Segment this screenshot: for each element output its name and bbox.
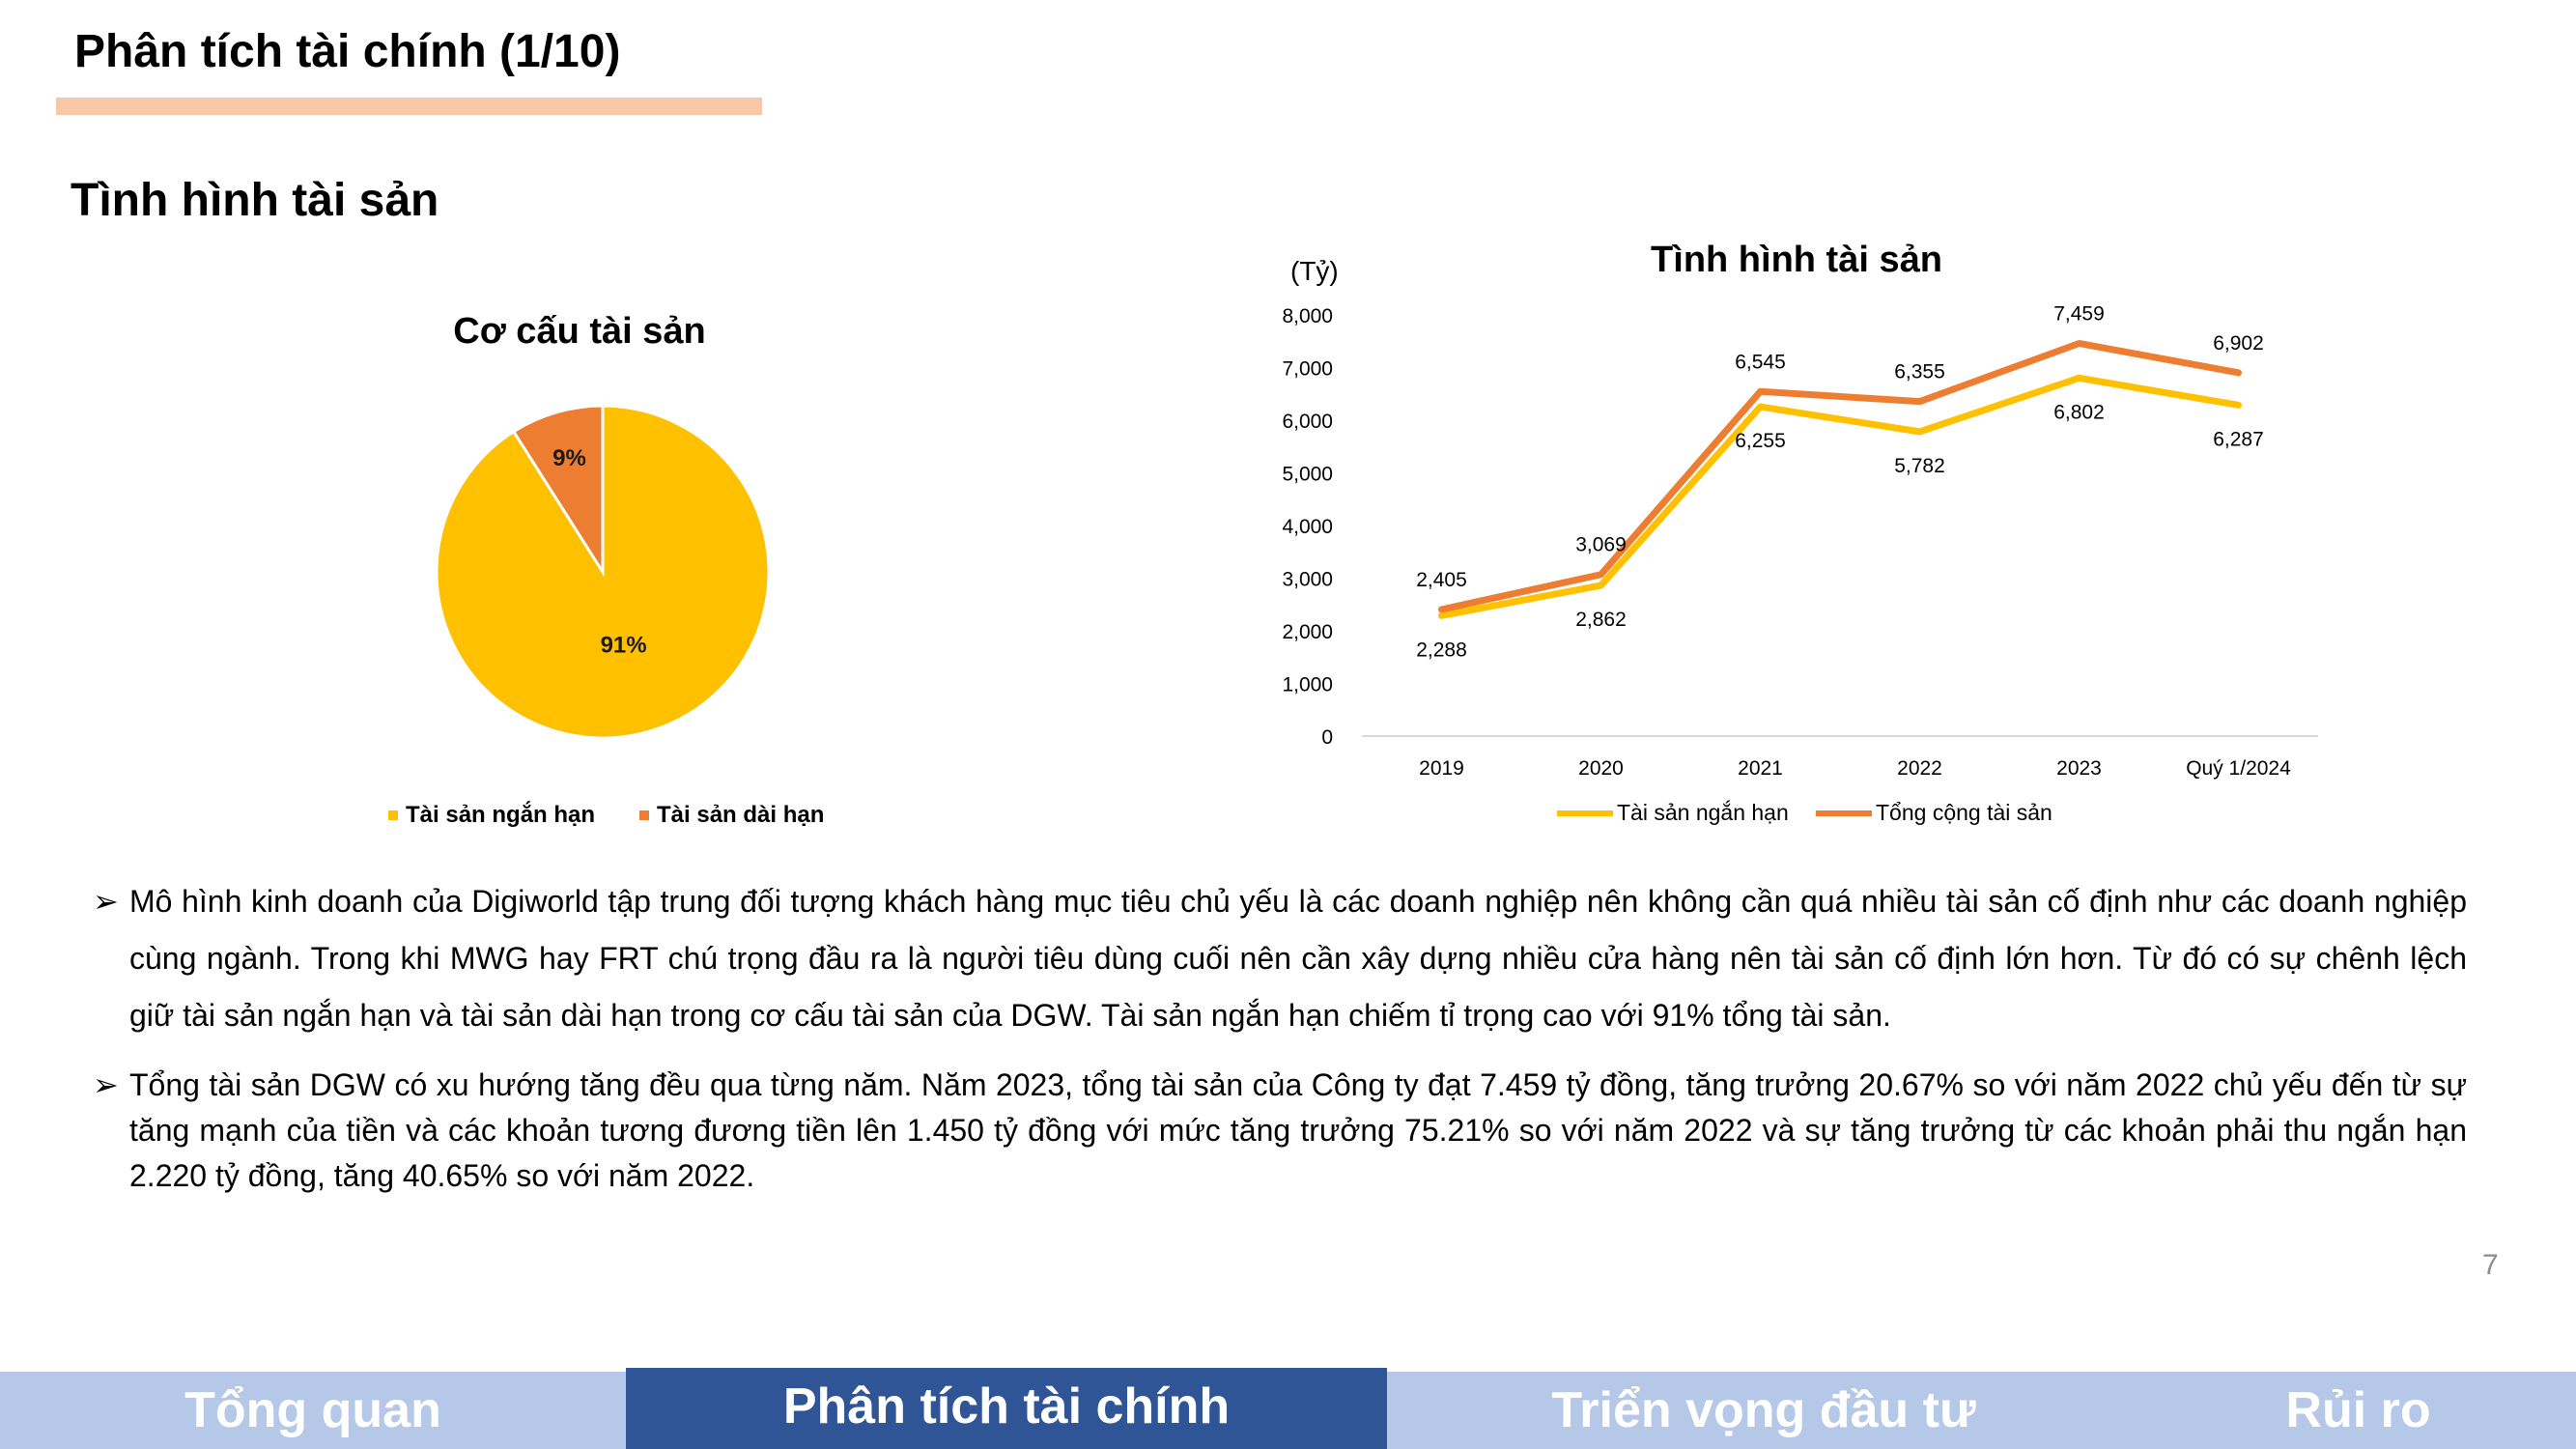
data-label-short-term: 6,802 — [2053, 401, 2105, 423]
x-tick-label: 2019 — [1419, 757, 1464, 780]
bullet-arrow-icon: ➢ — [93, 1067, 119, 1102]
data-label-short-term: 6,255 — [1735, 430, 1786, 452]
y-tick-label: 7,000 — [1282, 358, 1333, 381]
nav-tab-risks[interactable]: Rủi ro — [2140, 1372, 2576, 1449]
y-tick-label: 2,000 — [1282, 621, 1333, 643]
x-tick-label: 2021 — [1738, 757, 1783, 780]
legend-line-swatch — [1816, 810, 1872, 816]
pie-slice-long-term — [511, 404, 605, 578]
line-chart-title: Tình hình tài sản — [1651, 240, 1942, 280]
y-tick-label: 0 — [1321, 726, 1333, 749]
nav-tab-label: Phân tích tài chính — [782, 1378, 1231, 1435]
pie-data-label: 9% — [552, 445, 586, 471]
line-legend-item-short-term: Tài sản ngắn hạn — [1557, 800, 1789, 826]
nav-tab-label: Triển vọng đầu tư — [1551, 1382, 1976, 1438]
nav-tab-label: Tổng quan — [184, 1382, 441, 1438]
data-label-total-assets: 6,902 — [2213, 332, 2264, 355]
bullet-item: ➢ Tổng tài sản DGW có xu hướng tăng đều … — [93, 1063, 2469, 1208]
bullet-text: Tổng tài sản DGW có xu hướng tăng đều qu… — [129, 1067, 2467, 1193]
title-underline-bar — [56, 98, 762, 115]
nav-tab-label: Rủi ro — [2285, 1382, 2431, 1438]
y-tick-label: 1,000 — [1282, 674, 1333, 696]
legend-swatch — [639, 810, 649, 820]
pie-chart: 91% 9% — [435, 404, 771, 740]
series-line-short-term — [1438, 374, 2242, 619]
pie-data-label: 91% — [601, 632, 647, 658]
bullet-item: ➢ Mô hình kinh doanh của Digiworld tập t… — [93, 873, 2469, 1047]
bullet-arrow-icon: ➢ — [93, 884, 119, 919]
y-tick-label: 8,000 — [1282, 305, 1333, 327]
data-label-total-assets: 7,459 — [2053, 302, 2105, 325]
legend-line-swatch — [1557, 810, 1613, 816]
line-legend-label: Tài sản ngắn hạn — [1617, 800, 1789, 825]
x-tick-label: Quý 1/2024 — [2186, 757, 2291, 780]
y-tick-label: 3,000 — [1282, 569, 1333, 591]
x-tick-label: 2022 — [1897, 757, 1942, 780]
pie-legend-label: Tài sản dài hạn — [657, 802, 825, 828]
data-label-total-assets: 3,069 — [1575, 534, 1627, 556]
y-tick-label: 5,000 — [1282, 464, 1333, 486]
data-label-total-assets: 2,405 — [1416, 569, 1467, 591]
pie-legend-item-long-term: Tài sản dài hạn — [639, 802, 824, 829]
data-label-total-assets: 6,545 — [1735, 351, 1786, 373]
nav-tab-overview[interactable]: Tổng quan — [0, 1372, 626, 1449]
pie-slice-short-term — [435, 404, 771, 740]
x-tick-label: 2023 — [2056, 757, 2102, 780]
page-number: 7 — [2482, 1249, 2499, 1281]
data-label-short-term: 2,288 — [1416, 639, 1467, 661]
line-legend-label: Tổng cộng tài sản — [1876, 800, 2052, 825]
page-title: Phân tích tài chính (1/10) — [74, 26, 621, 77]
x-tick-label: 2020 — [1578, 757, 1624, 780]
y-tick-label: 4,000 — [1282, 516, 1333, 538]
bullet-text: Mô hình kinh doanh của Digiworld tập tru… — [129, 884, 2467, 1033]
nav-tab-investment-outlook[interactable]: Triển vọng đầu tư — [1387, 1372, 2140, 1449]
y-tick-label: 6,000 — [1282, 411, 1333, 433]
data-label-short-term: 6,287 — [2213, 428, 2264, 450]
legend-swatch — [388, 810, 398, 820]
data-label-total-assets: 6,355 — [1894, 361, 1945, 384]
pie-legend-label: Tài sản ngắn hạn — [406, 802, 596, 828]
pie-legend-item-short-term: Tài sản ngắn hạn — [388, 802, 595, 829]
line-chart: 0 1,000 2,000 3,000 4,000 5,000 6,000 7,000 8,00… — [1282, 302, 2318, 780]
line-chart-unit-label: (Tỷ) — [1290, 256, 1339, 286]
section-title: Tình hình tài sản — [71, 175, 439, 226]
nav-tab-financial-analysis[interactable]: Phân tích tài chính — [626, 1368, 1387, 1449]
data-label-short-term: 5,782 — [1894, 455, 1945, 477]
line-legend-item-total: Tổng cộng tài sản — [1816, 800, 2052, 826]
pie-chart-title: Cơ cấu tài sản — [453, 311, 706, 352]
series-line-total-assets — [1438, 339, 2242, 613]
data-label-short-term: 2,862 — [1575, 609, 1627, 631]
